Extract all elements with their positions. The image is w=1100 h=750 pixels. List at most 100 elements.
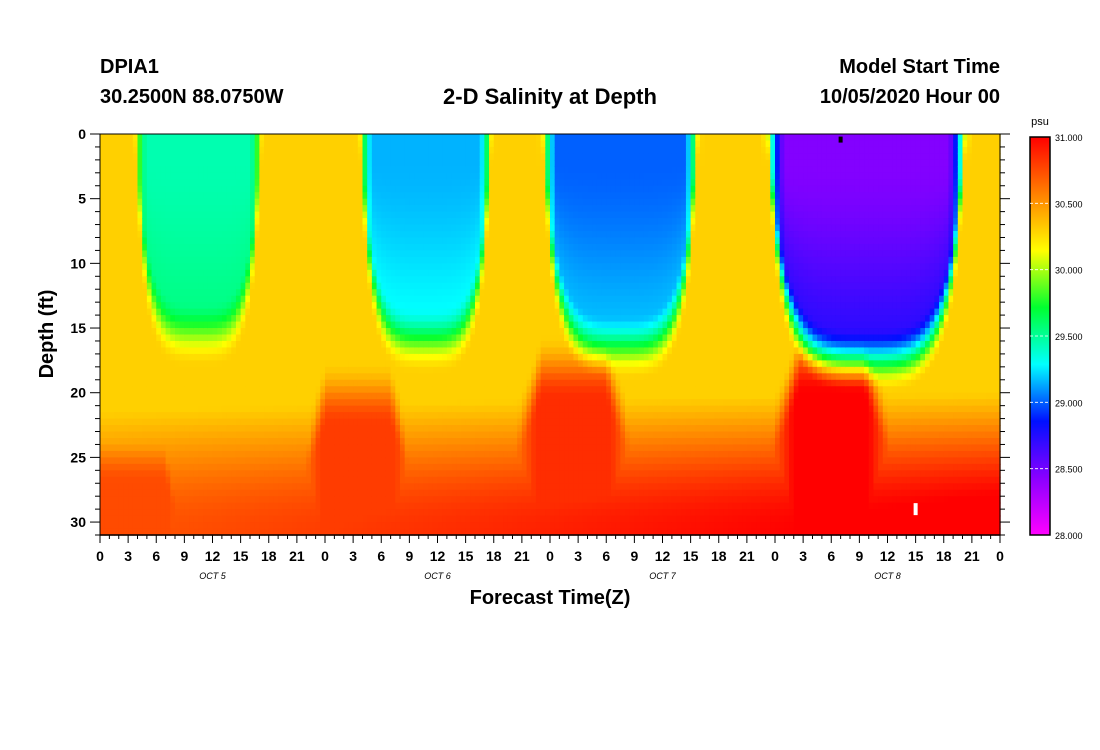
heatmap-cell xyxy=(250,418,256,426)
heatmap-cell xyxy=(193,366,200,375)
heatmap-cell xyxy=(456,379,462,387)
heatmap-cell xyxy=(329,302,336,310)
heatmap-cell xyxy=(156,450,162,459)
heatmap-cell xyxy=(132,295,139,303)
heatmap-cell xyxy=(320,231,326,239)
heatmap-cell xyxy=(203,153,209,161)
heatmap-cell xyxy=(395,172,401,180)
heatmap-cell xyxy=(404,515,411,523)
heatmap-cell xyxy=(114,373,120,381)
heatmap-cell xyxy=(217,166,223,174)
heatmap-cell xyxy=(217,263,223,271)
heatmap-cell xyxy=(165,243,172,252)
heatmap-cell xyxy=(362,185,368,193)
heatmap-cell xyxy=(235,373,242,381)
heatmap-cell xyxy=(278,159,284,168)
heatmap-cell xyxy=(146,457,153,465)
heatmap-cell xyxy=(371,450,378,459)
heatmap-cell xyxy=(254,302,261,310)
heatmap-cell xyxy=(231,399,237,407)
heatmap-cell xyxy=(259,140,265,148)
heatmap-cell xyxy=(226,243,232,252)
heatmap-cell xyxy=(114,450,120,459)
heatmap-cell xyxy=(456,489,462,497)
heatmap-cell xyxy=(109,211,115,219)
heatmap-cell xyxy=(460,418,467,426)
heatmap-cell xyxy=(104,334,111,342)
heatmap-cell xyxy=(432,218,439,226)
heatmap-cell xyxy=(212,282,218,290)
heatmap-cell xyxy=(287,418,293,426)
heatmap-cell xyxy=(198,353,204,362)
heatmap-cell xyxy=(142,340,148,349)
heatmap-cell xyxy=(357,192,364,200)
heatmap-cell xyxy=(128,192,134,200)
heatmap-cell xyxy=(198,489,204,497)
heatmap-cell xyxy=(460,146,467,155)
heatmap-cell xyxy=(104,153,111,161)
heatmap-cell xyxy=(287,237,293,245)
heatmap-cell xyxy=(357,315,364,323)
heatmap-cell xyxy=(371,386,378,394)
heatmap-cell xyxy=(207,315,214,323)
heatmap-cell xyxy=(235,470,242,478)
heatmap-cell xyxy=(175,340,181,349)
heatmap-cell xyxy=(404,198,411,206)
heatmap-cell xyxy=(292,263,298,271)
heatmap-cell xyxy=(470,476,476,484)
heatmap-cell xyxy=(109,263,115,271)
heatmap-cell xyxy=(273,392,279,400)
heatmap-cell xyxy=(245,315,251,323)
heatmap-cell xyxy=(385,308,392,316)
heatmap-cell xyxy=(418,282,425,290)
heatmap-cell xyxy=(432,263,439,271)
heatmap-cell xyxy=(118,392,125,400)
heatmap-cell xyxy=(240,218,247,226)
heatmap-cell xyxy=(128,489,134,497)
heatmap-cell xyxy=(217,496,223,504)
heatmap-cell xyxy=(428,328,434,336)
heatmap-cell xyxy=(315,269,322,277)
heatmap-cell xyxy=(273,489,279,497)
heatmap-cell xyxy=(353,159,359,168)
heatmap-cell xyxy=(400,405,406,413)
heatmap-cell xyxy=(385,302,392,310)
heatmap-cell xyxy=(137,250,143,258)
heatmap-cell xyxy=(231,276,237,284)
heatmap-cell xyxy=(146,295,153,303)
heatmap-cell xyxy=(348,496,354,504)
heatmap-cell xyxy=(282,237,289,245)
heatmap-cell xyxy=(151,134,157,142)
heatmap-cell xyxy=(296,483,303,491)
heatmap-cell xyxy=(109,522,115,530)
heatmap-cell xyxy=(343,334,350,342)
heatmap-cell xyxy=(132,470,139,478)
heatmap-cell xyxy=(207,457,214,465)
heatmap-cell xyxy=(151,276,157,284)
heatmap-cell xyxy=(212,425,218,433)
heatmap-cell xyxy=(400,470,406,478)
heatmap-cell xyxy=(329,153,336,161)
heatmap-cell xyxy=(456,353,462,362)
heatmap-cell xyxy=(343,360,350,368)
heatmap-cell xyxy=(193,134,200,142)
heatmap-cell xyxy=(381,263,387,271)
heatmap-cell xyxy=(301,360,307,368)
heatmap-cell xyxy=(320,515,326,523)
heatmap-cell xyxy=(475,256,481,265)
heatmap-cell xyxy=(385,198,392,206)
heatmap-cell xyxy=(282,489,289,497)
heatmap-cell xyxy=(292,205,298,213)
heatmap-cell xyxy=(334,353,340,362)
heatmap-cell xyxy=(465,289,472,297)
heatmap-cell xyxy=(114,134,120,142)
heatmap-cell xyxy=(240,418,247,426)
heatmap-cell xyxy=(254,444,261,452)
heatmap-cell xyxy=(400,334,406,342)
heatmap-cell xyxy=(357,353,364,362)
heatmap-cell xyxy=(146,405,153,413)
heatmap-cell xyxy=(170,405,176,413)
heatmap-cell xyxy=(442,463,448,472)
heatmap-cell xyxy=(296,237,303,245)
heatmap-cell xyxy=(296,211,303,219)
